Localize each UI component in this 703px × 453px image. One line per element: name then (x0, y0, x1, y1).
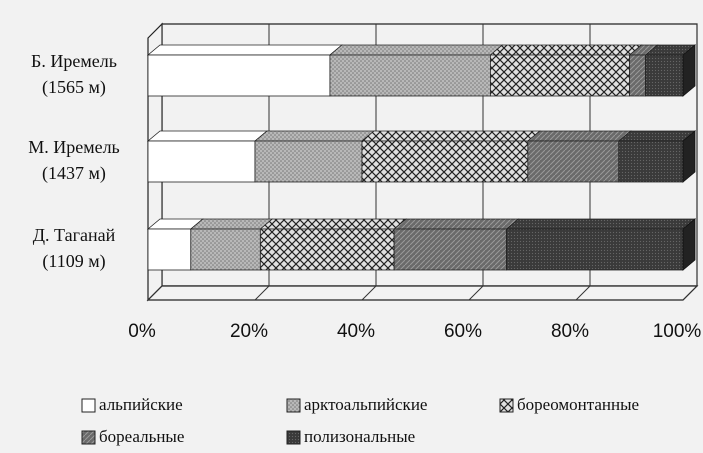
floor-grid-line (682, 285, 698, 301)
bar (147, 54, 331, 97)
y-tick-label: М. Иремель (1437 м) (28, 137, 120, 183)
bar (489, 54, 630, 97)
bar-top (259, 218, 408, 230)
floor-grid-line (254, 285, 270, 301)
x-tick-label: 20% (230, 321, 268, 342)
legend-swatch (286, 398, 301, 413)
bar (527, 140, 620, 183)
bar-top (328, 44, 504, 56)
legend-label: альпийские (99, 395, 183, 414)
bar-top (146, 44, 344, 56)
bar (506, 228, 684, 271)
floor-grid-line (468, 285, 484, 301)
legend-label: бореальные (99, 427, 184, 446)
bar-side (682, 130, 696, 183)
floor-grid-line (147, 285, 163, 301)
bar-top (489, 44, 643, 56)
bar (361, 140, 529, 183)
floor-grid-line (361, 285, 377, 301)
bar (618, 140, 684, 183)
bar (190, 228, 261, 271)
bar-side (682, 218, 696, 271)
bar (629, 54, 646, 97)
legend-swatch (499, 398, 514, 413)
floor (146, 285, 699, 301)
bar-top (189, 218, 274, 230)
bar (147, 140, 256, 183)
bar (259, 228, 395, 271)
x-tick-label: 0% (128, 321, 156, 342)
x-tick-label: 80% (551, 321, 589, 342)
bar-top (505, 218, 697, 230)
y-tick-label: Д. Таганай (1109 м) (32, 225, 116, 271)
bar (147, 228, 192, 271)
x-tick-label: 60% (444, 321, 482, 342)
bar (393, 228, 507, 271)
legend-label: бореомонтанные (517, 395, 639, 414)
bar-top (617, 130, 697, 142)
legend-swatch (286, 430, 301, 445)
legend-label: арктоальпийские (304, 395, 427, 414)
x-tick-label: 100% (653, 321, 702, 342)
bar (645, 54, 684, 97)
x-tick-label: 40% (337, 321, 375, 342)
legend-swatch (81, 430, 96, 445)
bar-side (682, 44, 696, 97)
y-tick-label: Б. Иремель (1565 м) (31, 51, 117, 97)
bar (329, 54, 491, 97)
legend-swatch (81, 398, 96, 413)
bar-top (146, 130, 269, 142)
bar-top (526, 130, 632, 142)
floor-grid-line (575, 285, 591, 301)
bar-top (360, 130, 541, 142)
bar-top (253, 130, 376, 142)
bar-top (392, 218, 520, 230)
legend-label: полизональные (304, 427, 415, 446)
bar (254, 140, 363, 183)
